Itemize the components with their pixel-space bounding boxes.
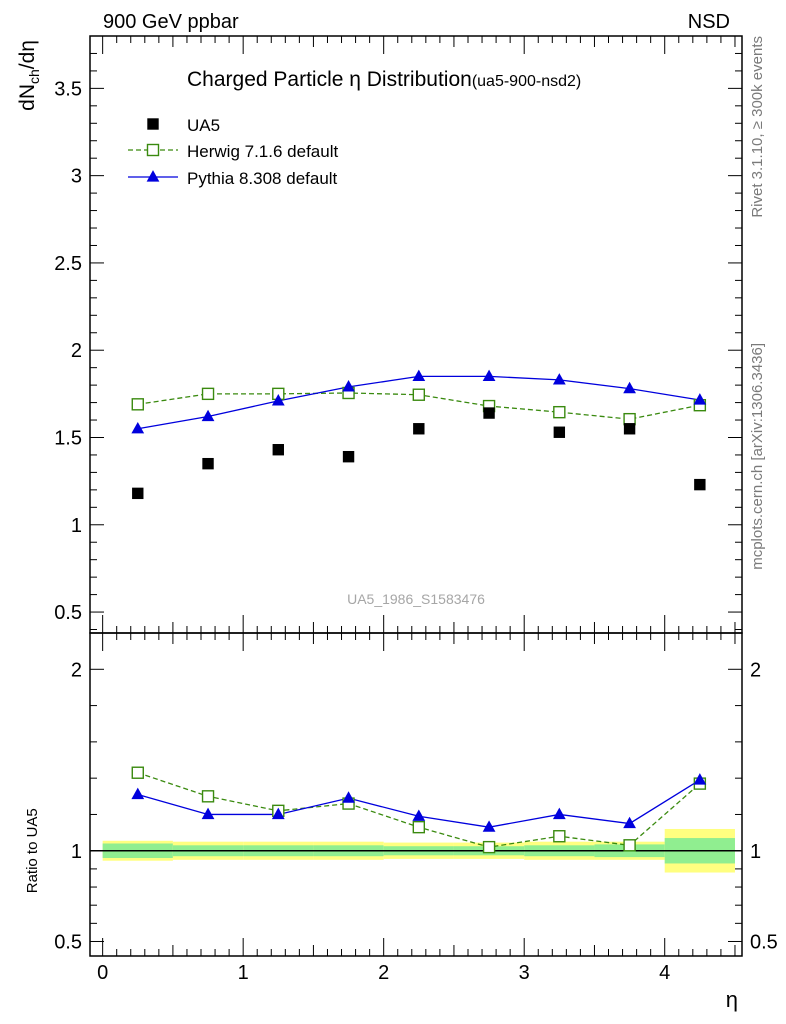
pythia-series-line (137, 375, 700, 430)
x-tick-label: 4 (659, 962, 670, 984)
y-tick-label: 0.5 (54, 602, 82, 624)
ratio-herwig-point (482, 840, 496, 854)
ratio-panel: 0 1 2 3 4 η 0.5 0.5 1 1 2 2 Ratio to UA5 (24, 632, 778, 1012)
ratio-pythia-point (131, 787, 145, 800)
herwig-point (201, 387, 215, 401)
legend-ua5-marker (147, 118, 159, 130)
y-tick-label: 3 (71, 166, 82, 188)
y-tick-label: 3.5 (54, 78, 82, 100)
ratio-y-tick-label-left: 2 (71, 659, 82, 681)
legend-pythia-label: Pythia 8.308 default (187, 169, 338, 188)
x-tick-label: 0 (97, 962, 108, 984)
ratio-y-tick-label-right: 2 (750, 659, 761, 681)
mcplots-side-label: mcplots.cern.ch [arXiv:1306.3436] (749, 343, 766, 570)
ua5-data-point (483, 407, 495, 419)
ratio-pythia-point (201, 807, 215, 820)
header-right-label: NSD (688, 11, 730, 33)
y-tick-label: 2.5 (54, 253, 82, 275)
ua5-data-point (202, 457, 214, 470)
ratio-y-tick-label-right: 1 (750, 841, 761, 863)
ratio-pythia-point (271, 807, 285, 820)
legend-pythia-marker (146, 170, 160, 182)
ratio-herwig-point (201, 790, 215, 803)
herwig-point (412, 388, 426, 401)
pythia-point (482, 369, 496, 382)
chart-title: Charged Particle η Distribution(ua5-900-… (187, 68, 581, 91)
herwig-point (131, 398, 144, 411)
ratio-pythia-point (693, 773, 707, 785)
pythia-point (342, 380, 355, 392)
pythia-point (552, 373, 566, 385)
ratio-pythia-point (623, 816, 636, 829)
pythia-point (693, 393, 707, 405)
pythia-point (412, 369, 426, 382)
ratio-frame (89, 632, 743, 957)
main-panel: 0.5 1 1.5 2 2.5 3 3.5 dNch/dη Charged Particle η… (16, 35, 743, 634)
x-tick-label: 1 (238, 962, 249, 984)
ratio-herwig-point (412, 820, 426, 834)
ratio-y-axis-label: Ratio to UA5 (24, 808, 41, 893)
x-tick-label: 3 (519, 962, 530, 984)
x-axis-label: η (726, 987, 738, 1012)
ua5-data-point (272, 444, 284, 456)
ratio-pythia-point (342, 791, 355, 803)
ratio-herwig-point (131, 766, 144, 779)
ua5-data-point (553, 426, 566, 438)
ua5-data-point (623, 423, 636, 435)
ua5-data-point (694, 478, 706, 491)
ua5-data-point (132, 487, 144, 500)
herwig-point (553, 405, 566, 419)
pythia-point (201, 409, 215, 422)
legend: UA5 Herwig 7.1.6 default Pythia 8.308 defa… (128, 116, 338, 188)
ratio-y-tick-label-left: 1 (71, 841, 82, 863)
legend-herwig-label: Herwig 7.1.6 default (187, 142, 338, 161)
x-tick-label: 2 (378, 962, 389, 984)
rivet-side-label: Rivet 3.1.10, ≥ 300k events (749, 36, 766, 218)
ratio-herwig-point (553, 830, 566, 843)
ratio-y-tick-label-left: 0.5 (54, 931, 82, 953)
ratio-y-tick-label-right: 0.5 (750, 931, 778, 953)
y-tick-label: 2 (71, 340, 82, 362)
y-tick-label: 1 (71, 515, 82, 537)
ratio-pythia-point (412, 809, 426, 821)
legend-herwig-marker (146, 143, 160, 157)
ratio-herwig-point (623, 839, 636, 852)
legend-ua5-label: UA5 (187, 116, 220, 135)
y-tick-label: 1.5 (54, 427, 82, 449)
pythia-point (623, 381, 636, 394)
herwig-point (623, 412, 636, 426)
ratio-pythia-point (482, 820, 496, 832)
ua5-data-point (342, 450, 355, 463)
pythia-point (131, 421, 145, 434)
header-left-label: 900 GeV ppbar (103, 11, 239, 33)
analysis-watermark: UA5_1986_S1583476 (347, 591, 485, 607)
pythia-point (271, 394, 285, 406)
ua5-data-point (413, 423, 425, 435)
ratio-pythia-point (552, 807, 566, 820)
main-y-axis-label: dNch/dη (16, 40, 42, 111)
